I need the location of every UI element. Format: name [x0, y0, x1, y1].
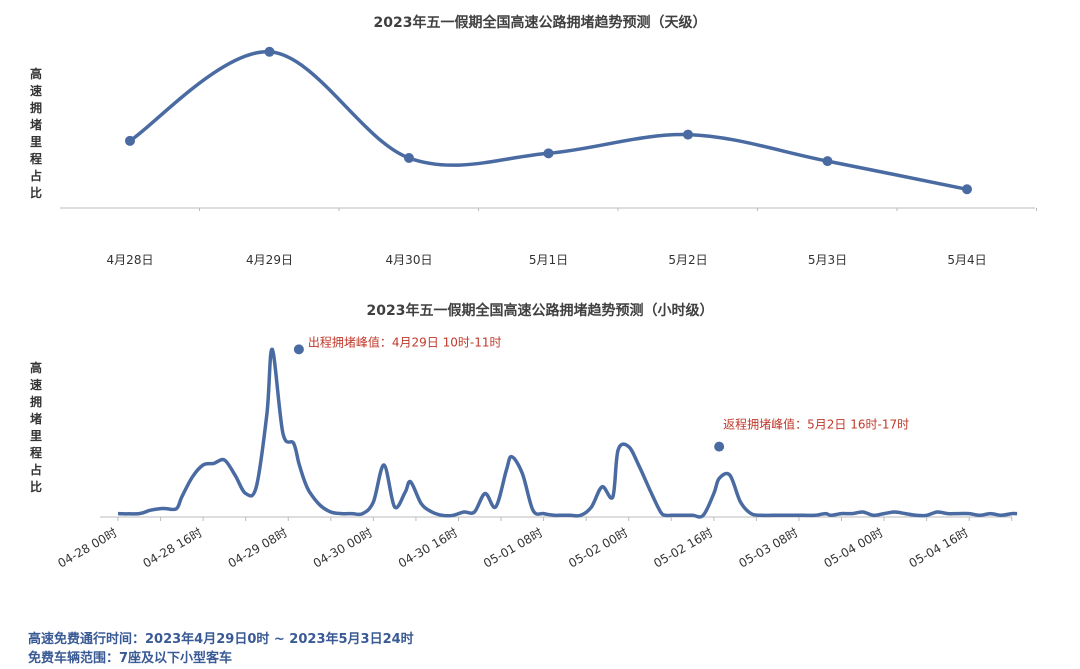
- hourly-x-tick-label: 04-30 16时: [396, 525, 460, 570]
- hourly-x-tick-label: 05-04 16时: [907, 525, 971, 570]
- daily-chart-title: 2023年五一假期全国高速公路拥堵趋势预测（天级）: [373, 15, 707, 31]
- hourly-x-tick-label: 05-01 08时: [481, 525, 545, 570]
- hourly-x-tick-label: 04-28 16时: [140, 525, 204, 570]
- hourly-x-tick-label: 04-30 00时: [311, 525, 375, 570]
- hourly-peak-point: [714, 441, 725, 452]
- daily-point: [404, 153, 414, 164]
- hourly-x-tick-label: 05-02 00时: [566, 525, 630, 570]
- hourly-chart-title: 2023年五一假期全国高速公路拥堵趋势预测（小时级）: [366, 303, 714, 319]
- daily-point: [683, 129, 693, 140]
- hourly-peak-annotation: 出程拥堵峰值：4月29日 10时-11时: [308, 334, 502, 349]
- hourly-x-tick-label: 05-03 08时: [736, 525, 800, 570]
- daily-x-tick-label: 4月28日: [107, 253, 154, 267]
- free-vehicle-scope-note: 免费车辆范围：7座及以下小型客车: [28, 651, 233, 666]
- daily-x-tick-label: 5月1日: [529, 253, 568, 267]
- daily-point: [962, 184, 972, 195]
- hourly-y-axis-label: 高速拥堵里程占比: [29, 361, 42, 494]
- hourly-series-line: [117, 347, 1018, 519]
- hourly-x-tick-label: 04-29 08时: [226, 525, 290, 570]
- daily-x-tick-label: 5月2日: [668, 253, 707, 267]
- daily-point: [264, 46, 275, 57]
- daily-point: [822, 156, 833, 167]
- hourly-x-tick-label: 05-02 16时: [651, 525, 715, 570]
- hourly-x-tick-label: 05-04 00时: [821, 525, 885, 570]
- hourly-x-tick-label: 04-28 00时: [55, 525, 119, 570]
- hourly-peak-annotation: 返程拥堵峰值：5月2日 16时-17时: [723, 417, 909, 432]
- daily-point: [125, 135, 135, 146]
- daily-series-line: [129, 50, 968, 192]
- hourly-peak-point: [293, 344, 304, 355]
- daily-x-tick-label: 5月3日: [808, 253, 847, 267]
- daily-y-axis-label: 高速拥堵里程占比: [29, 67, 42, 200]
- daily-x-tick-label: 5月4日: [947, 253, 986, 267]
- free-toll-period-note: 高速免费通行时间：2023年4月29日0时 ~ 2023年5月3日24时: [28, 632, 414, 647]
- daily-x-tick-label: 4月29日: [246, 253, 293, 267]
- daily-x-tick-label: 4月30日: [386, 253, 433, 267]
- daily-point: [543, 148, 554, 159]
